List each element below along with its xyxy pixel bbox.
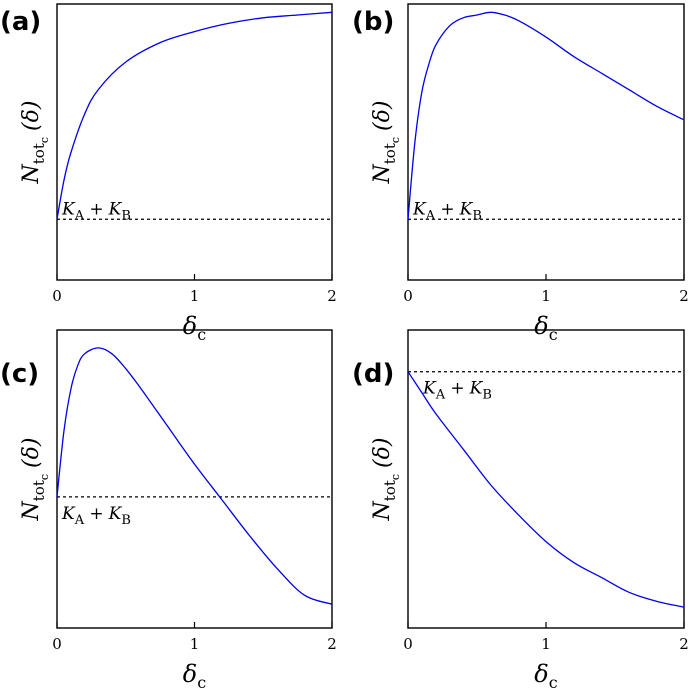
x-axis-label-a: δc: [183, 312, 206, 344]
x-tick-label-d-2: 2: [679, 635, 689, 653]
reference-label-a: KA + KB: [61, 199, 131, 223]
x-tick-label-a-2: 2: [327, 287, 337, 305]
series-line-c: [56, 347, 333, 605]
panel-label-b: (b): [352, 7, 394, 37]
reference-label-b: KA + KB: [412, 199, 482, 223]
reference-label-c: KA + KB: [61, 504, 131, 528]
panel-c: (c) 0 1 2 KA + KB δc Ntotc(δ): [0, 329, 337, 692]
series-line-b: [407, 11, 685, 220]
x-axis-label-c: δc: [183, 660, 206, 692]
x-axis-label-b: δc: [534, 312, 557, 344]
panel-b: (b) 0 1 2 KA + KB δc Ntotc(δ): [352, 3, 689, 344]
series-line-d: [407, 371, 685, 608]
x-tick-label-c-1: 1: [190, 635, 200, 653]
x-tick-label-b-2: 2: [679, 287, 689, 305]
x-tick-label-b-1: 1: [541, 287, 551, 305]
series-line-a: [56, 11, 333, 220]
x-tick-label-b-0: 0: [403, 287, 413, 305]
plot-frame-b: [407, 3, 685, 281]
panel-label-a: (a): [0, 7, 41, 37]
reference-label-d: KA + KB: [422, 379, 492, 403]
panel-label-d: (d): [352, 359, 394, 389]
x-tick-label-c-2: 2: [327, 635, 337, 653]
x-tick-label-c-0: 0: [52, 635, 62, 653]
x-tick-label-a-1: 1: [190, 287, 200, 305]
y-axis-label-a: Ntotc(δ): [19, 101, 51, 185]
y-axis-label-c: Ntotc(δ): [19, 438, 51, 522]
plot-frame-d: [407, 329, 685, 629]
panel-a: (a) 0 1 2 KA + KB δc Ntotc(δ): [0, 3, 337, 344]
panel-label-c: (c): [0, 359, 39, 389]
x-axis-label-d: δc: [534, 660, 557, 692]
x-tick-label-a-0: 0: [52, 287, 62, 305]
x-tick-label-d-0: 0: [403, 635, 413, 653]
y-axis-label-b: Ntotc(δ): [370, 101, 402, 185]
x-tick-label-d-1: 1: [541, 635, 551, 653]
y-axis-label-d: Ntotc(δ): [370, 438, 402, 522]
plot-frame-a: [56, 3, 333, 281]
panel-d: (d) 0 1 2 KA + KB δc Ntotc(δ): [352, 329, 689, 692]
